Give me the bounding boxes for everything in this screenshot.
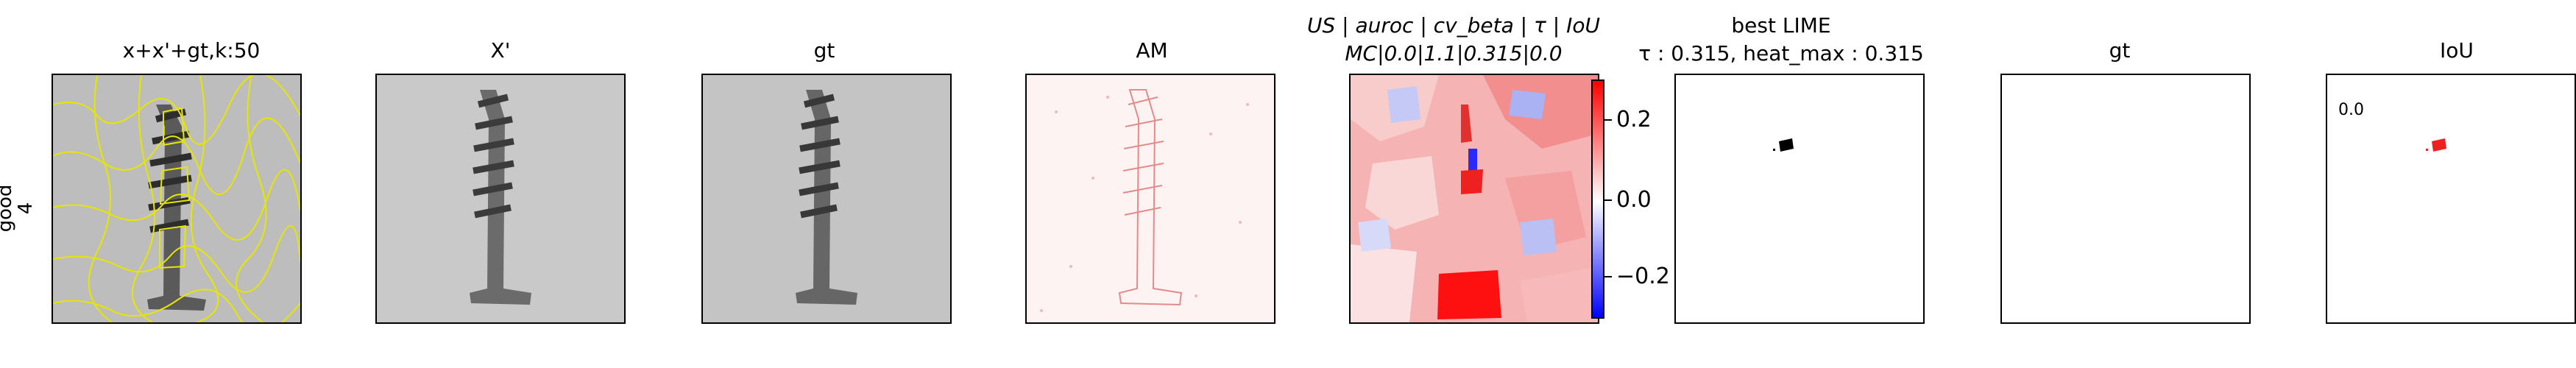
colorbar-tick-label: 0.2 (1616, 107, 1652, 132)
heatmap-panel (1349, 74, 1599, 324)
heatmap (1351, 75, 1598, 322)
overlay-image (53, 75, 300, 322)
panel-7-title: gt (2109, 38, 2131, 63)
lime-mask-panel (1674, 74, 1925, 324)
colorbar-tick-label: 0.0 (1616, 187, 1652, 213)
panel-6-title-line1: best LIME (1731, 13, 1831, 38)
screw-shape (147, 105, 206, 311)
anomaly-map (1027, 75, 1274, 322)
anomaly-map-panel (1025, 74, 1275, 324)
iou-value-label: 0.0 (2338, 101, 2364, 119)
row-label-class: good (0, 184, 16, 233)
gt-mask-panel (2000, 74, 2251, 324)
colorbar-tick (1604, 119, 1612, 121)
gt-image-panel (701, 74, 952, 324)
panel-1-title: x+x'+gt,k:50 (122, 38, 261, 63)
colorbar-tick (1604, 199, 1612, 201)
superpixel-boundaries (53, 75, 300, 322)
colorbar (1591, 79, 1604, 319)
panel-8-title: IoU (2440, 38, 2474, 63)
panel-5-title-line2: MC|0.0|1.1|0.315|0.0 (1345, 41, 1563, 66)
panel-4-title: AM (1136, 38, 1168, 63)
panel-5-title-line1: US | auroc | cv_beta | τ | IoU (1307, 13, 1600, 38)
overlay-image-panel (52, 74, 302, 324)
reconstruction-image-panel (375, 74, 626, 324)
gt-mask (2002, 75, 2249, 322)
lime-mask (1676, 75, 1923, 322)
gt-image (703, 75, 950, 322)
row-label-index: 4 (15, 202, 37, 215)
panel-3-title: gt (813, 38, 835, 63)
row-label: good 4 (0, 175, 37, 241)
panel-2-title: X' (490, 38, 511, 63)
iou-panel: 0.0 (2326, 74, 2576, 324)
reconstruction-image (377, 75, 624, 322)
colorbar-tick (1604, 276, 1612, 277)
colorbar-tick-label: −0.2 (1616, 263, 1670, 289)
panel-6-title-line2: τ : 0.315, heat_max : 0.315 (1638, 41, 1924, 66)
iou-mask (2327, 75, 2575, 322)
